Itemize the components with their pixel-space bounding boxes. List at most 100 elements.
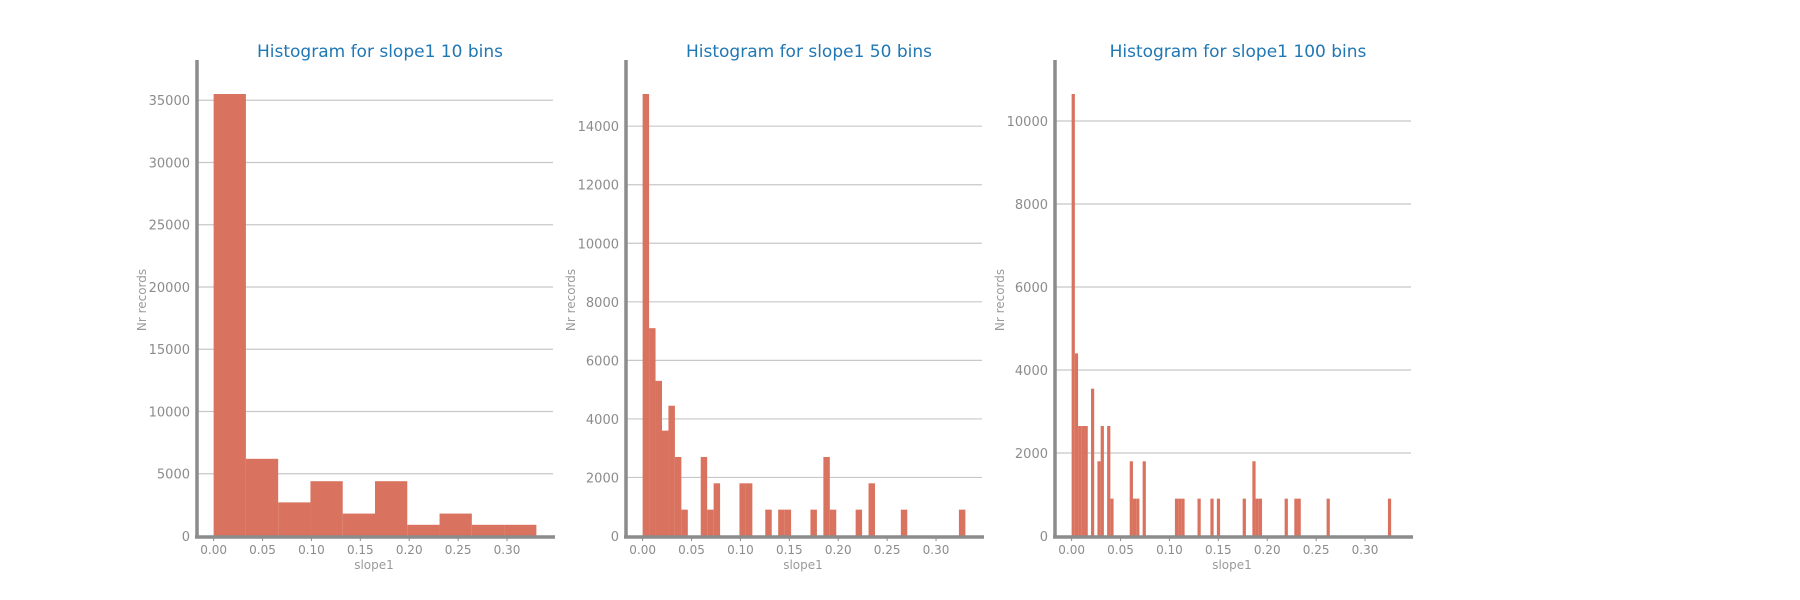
histogram-chart-50-bins: 0 2000 4000 6000 8000 10000 12000 14000 0.00 0.05… bbox=[578, 60, 984, 557]
x-tick-label: 0.05 bbox=[1107, 543, 1134, 557]
x-tick-label: 0.30 bbox=[1352, 543, 1379, 557]
histogram-chart-100-bins: 0 2000 4000 6000 8000 10000 0.00 0.05 0.10 0.15 0.… bbox=[1007, 60, 1413, 557]
histogram-bar bbox=[1197, 498, 1201, 536]
histogram-bar bbox=[829, 509, 837, 536]
x-tick-label: 0.20 bbox=[825, 543, 852, 557]
histogram-bar bbox=[1129, 461, 1133, 536]
histogram-bar bbox=[868, 483, 876, 536]
histogram-bar bbox=[1097, 461, 1101, 536]
histogram-bar bbox=[1242, 498, 1246, 536]
y-tick-label: 4000 bbox=[586, 413, 619, 428]
histogram-bar bbox=[900, 509, 908, 536]
y-tick-label: 2000 bbox=[586, 471, 619, 486]
histogram-bar bbox=[1252, 461, 1256, 536]
y-axis-label: Nr records bbox=[993, 268, 1007, 332]
histogram-bar bbox=[310, 481, 343, 536]
histogram-bar bbox=[439, 513, 472, 536]
x-tick-label: 0.10 bbox=[298, 543, 325, 557]
x-axis-label: slope1 bbox=[1212, 558, 1252, 572]
histogram-bar bbox=[245, 458, 279, 536]
histogram-bar bbox=[1216, 498, 1221, 536]
histogram-bar bbox=[407, 524, 440, 536]
histogram-bar bbox=[1297, 498, 1301, 536]
chart-title: Histogram for slope1 100 bins bbox=[1109, 42, 1367, 62]
histogram-bar bbox=[649, 328, 656, 536]
histogram-bar bbox=[1078, 426, 1082, 536]
histogram-bar bbox=[278, 502, 311, 536]
x-tick-label: 0.15 bbox=[1205, 543, 1232, 557]
y-tick-label: 6000 bbox=[1015, 281, 1048, 296]
y-tick-label: 14000 bbox=[578, 120, 619, 135]
histogram-bar bbox=[1326, 498, 1330, 536]
histogram-bar bbox=[655, 380, 662, 536]
histogram-bar bbox=[1110, 498, 1114, 536]
histogram-bar bbox=[1090, 388, 1095, 536]
y-axis-label: Nr records bbox=[135, 268, 149, 332]
histogram-bar bbox=[1284, 498, 1288, 536]
histogram-bar bbox=[471, 524, 505, 536]
histogram-bar bbox=[1181, 498, 1185, 536]
histogram-panel-50-bins: 0 2000 4000 6000 8000 10000 12000 14000 0.00 0.05… bbox=[559, 0, 1059, 600]
y-tick-label: 0 bbox=[611, 530, 619, 545]
y-tick-label: 35000 bbox=[149, 94, 190, 109]
x-tick-label: 0.10 bbox=[727, 543, 754, 557]
histogram-bar bbox=[342, 513, 375, 536]
x-tick-label: 0.25 bbox=[874, 543, 901, 557]
histogram-bar bbox=[1255, 498, 1259, 536]
x-tick-label: 0.15 bbox=[776, 543, 803, 557]
x-tick-label: 0.15 bbox=[347, 543, 374, 557]
y-tick-label: 5000 bbox=[157, 468, 190, 483]
histogram-bar bbox=[778, 509, 785, 536]
histogram-bar bbox=[1387, 498, 1392, 536]
x-axis-label: slope1 bbox=[783, 558, 823, 572]
histogram-bar bbox=[1174, 498, 1179, 536]
histogram-bar bbox=[713, 483, 721, 536]
histogram-bar bbox=[1136, 498, 1140, 536]
x-tick-label: 0.05 bbox=[678, 543, 705, 557]
chart-title: Histogram for slope1 50 bins bbox=[685, 42, 932, 62]
histogram-bar bbox=[668, 405, 675, 536]
y-tick-label: 30000 bbox=[149, 156, 190, 171]
histogram-bar bbox=[1084, 426, 1088, 536]
histogram-bar bbox=[707, 509, 714, 536]
histogram-bar bbox=[1132, 498, 1137, 536]
histogram-bar bbox=[765, 509, 772, 536]
y-tick-label: 0 bbox=[182, 530, 190, 545]
histogram-bar bbox=[739, 483, 746, 536]
histogram-bar bbox=[1081, 426, 1085, 536]
y-tick-label: 8000 bbox=[586, 296, 619, 311]
histogram-bar bbox=[1107, 426, 1111, 536]
histogram-bar bbox=[674, 456, 682, 536]
histogram-bar bbox=[1074, 353, 1079, 536]
histogram-panel-10-bins: 0 5000 10000 15000 20000 25000 30000 35000 0.00 0… bbox=[130, 0, 630, 600]
y-tick-label: 8000 bbox=[1015, 198, 1048, 213]
x-tick-label: 0.30 bbox=[494, 543, 521, 557]
histogram-bar bbox=[642, 94, 650, 536]
histogram-bar bbox=[855, 509, 863, 536]
histogram-bar bbox=[1071, 94, 1075, 536]
y-tick-label: 25000 bbox=[149, 219, 190, 234]
x-tick-label: 0.30 bbox=[923, 543, 950, 557]
histogram-bar bbox=[700, 456, 708, 536]
histogram-bar bbox=[681, 509, 688, 536]
histogram-bar bbox=[1258, 498, 1263, 536]
histogram-bar bbox=[810, 509, 817, 536]
x-tick-label: 0.20 bbox=[1254, 543, 1281, 557]
x-tick-label: 0.10 bbox=[1156, 543, 1183, 557]
y-tick-label: 0 bbox=[1040, 530, 1048, 545]
histogram-bar bbox=[375, 481, 408, 536]
histogram-bar bbox=[745, 483, 753, 536]
x-tick-label: 0.25 bbox=[445, 543, 472, 557]
y-tick-label: 4000 bbox=[1015, 364, 1048, 379]
y-tick-label: 20000 bbox=[149, 281, 190, 296]
histogram-bar bbox=[1100, 426, 1104, 536]
histogram-bar bbox=[823, 456, 830, 536]
x-tick-label: 0.20 bbox=[396, 543, 423, 557]
histogram-bar bbox=[213, 94, 246, 536]
y-tick-label: 10000 bbox=[578, 237, 619, 252]
histogram-bar bbox=[1210, 498, 1214, 536]
y-tick-label: 6000 bbox=[586, 354, 619, 369]
y-tick-label: 15000 bbox=[149, 343, 190, 358]
histogram-panel-100-bins: 0 2000 4000 6000 8000 10000 0.00 0.05 0.10 0.15 0.… bbox=[988, 0, 1488, 600]
y-axis-label: Nr records bbox=[564, 268, 578, 332]
